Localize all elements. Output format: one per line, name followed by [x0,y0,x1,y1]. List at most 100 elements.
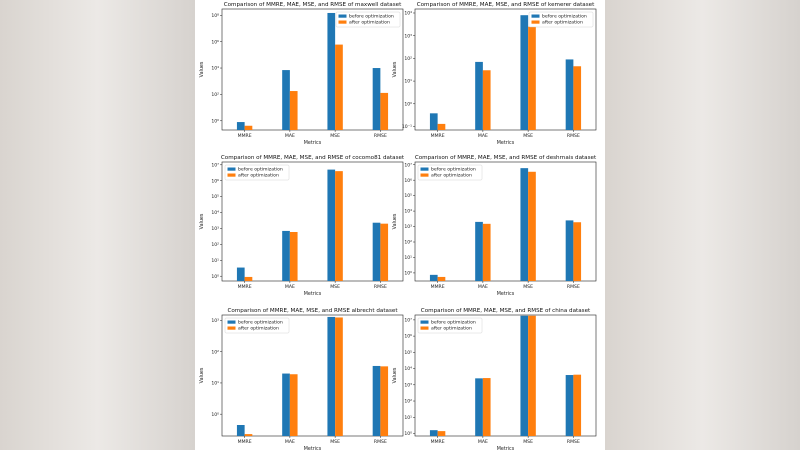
y-tick-label: 10⁶ [211,178,219,184]
bar-mae-before [475,61,483,130]
x-tick-label: MSE [330,133,340,139]
legend-box [417,164,483,181]
bar-mmre-before [236,425,245,436]
chart-title: Comparison of MMRE, MAE, MSE, and RMSE o… [415,155,597,161]
y-tick-label: 10⁴ [211,210,219,216]
bar-mmre-after [244,125,253,130]
legend-label-before: before optimization [238,320,283,326]
y-tick-label: 10³ [404,33,412,39]
legend-label-after: after optimization [431,173,472,179]
y-tick-label: 10⁶ [211,39,219,45]
y-axis-label: Values [199,213,205,229]
legend-swatch-after [531,20,540,24]
legend-swatch-after [420,173,429,177]
bar-rmse-after [380,92,389,130]
y-tick-label: 10¹ [404,79,412,85]
bar-mmre-before [429,113,438,130]
y-axis-label: Values [199,61,205,77]
bar-mae-after [482,223,491,281]
bar-mse-after [528,315,536,436]
bar-mae-after [289,231,298,281]
y-tick-label: 10¹ [211,258,219,264]
background-right [605,0,800,450]
bar-mae-before [475,378,483,436]
bar-mmre-before [429,274,438,281]
x-tick-label: MSE [330,284,340,290]
y-tick-label: 10⁰ [404,431,412,437]
y-tick-label: 10² [211,349,219,355]
x-tick-label: RMSE [374,133,387,139]
x-axis-label: Metrics [497,140,515,146]
x-axis-label: Metrics [497,446,515,450]
legend-label-after: after optimization [349,20,390,26]
x-tick-label: MAE [285,133,295,139]
x-tick-label: MAE [285,284,295,290]
bar-mse-before [520,168,529,281]
legend-label-before: before optimization [542,14,587,20]
x-tick-label: RMSE [374,284,387,290]
legend-swatch-after [227,326,236,330]
bar-mae-after [482,378,491,436]
x-tick-label: MMRE [238,133,252,139]
x-tick-label: MSE [523,133,533,139]
bar-rmse-before [565,59,574,130]
y-axis-label: Values [199,367,205,383]
chart-title: Comparison of MMRE, MAE, MSE, and RMSE o… [417,2,595,8]
bar-mae-before [282,70,290,130]
bar-mmre-before [429,430,438,436]
plot-frame [221,314,404,437]
bar-mse-before [520,315,529,436]
y-tick-label: 10⁴ [404,11,412,17]
legend-swatch-before [420,167,429,171]
x-tick-label: RMSE [567,439,580,445]
background-left [0,0,195,450]
y-tick-label: 10² [211,92,219,98]
bar-rmse-before [372,365,381,436]
chart-grid: Comparison of MMRE, MAE, MSE, and RMSE o… [199,2,597,450]
legend-swatch-before [227,167,236,171]
bar-mmre-before [236,122,245,130]
y-tick-label: 10⁰ [404,101,412,107]
y-tick-label: 10⁻¹ [402,124,412,130]
legend-label-after: after optimization [238,326,279,332]
x-tick-label: MAE [478,133,488,139]
bar-mmre-after [437,276,446,281]
bar-mae-after [289,91,298,130]
y-tick-label: 10⁴ [211,66,219,72]
y-tick-label: 10⁶ [404,178,412,184]
legend-swatch-before [420,320,429,324]
x-tick-label: MSE [330,439,340,445]
bar-mmre-after [437,431,446,436]
y-tick-label: 10² [404,56,412,62]
x-tick-label: MMRE [238,284,252,290]
bar-rmse-after [380,366,389,436]
x-tick-label: MMRE [431,439,445,445]
legend-label-before: before optimization [349,14,394,20]
chart-title: Comparison of MMRE, MAE, MSE, and RMSE o… [421,308,591,314]
y-tick-label: 10³ [404,224,412,230]
plot-frame [221,8,404,131]
plot-frame [414,8,597,131]
legend-box [224,164,290,181]
x-tick-label: MMRE [238,439,252,445]
bar-mse-after [335,44,343,130]
bar-rmse-after [573,374,582,436]
y-tick-label: 10⁵ [404,350,412,356]
x-axis-label: Metrics [304,291,322,297]
legend-label-before: before optimization [238,167,283,173]
legend-swatch-after [227,173,236,177]
bar-rmse-before [372,68,381,130]
bar-rmse-after [573,66,582,130]
legend-swatch-before [338,14,347,18]
x-tick-label: MMRE [431,133,445,139]
y-tick-label: 10⁸ [211,13,219,19]
y-tick-label: 10⁰ [211,274,219,280]
y-tick-label: 10⁵ [404,193,412,199]
plot-frame [221,161,404,282]
legend-label-after: after optimization [431,326,472,332]
y-tick-label: 10¹ [211,381,219,387]
bar-mae-after [289,374,298,436]
chart-title: Comparison of MMRE, MAE, MSE, and RMSE a… [227,308,398,314]
bar-mmre-after [437,123,446,130]
bar-mmre-before [236,267,245,281]
